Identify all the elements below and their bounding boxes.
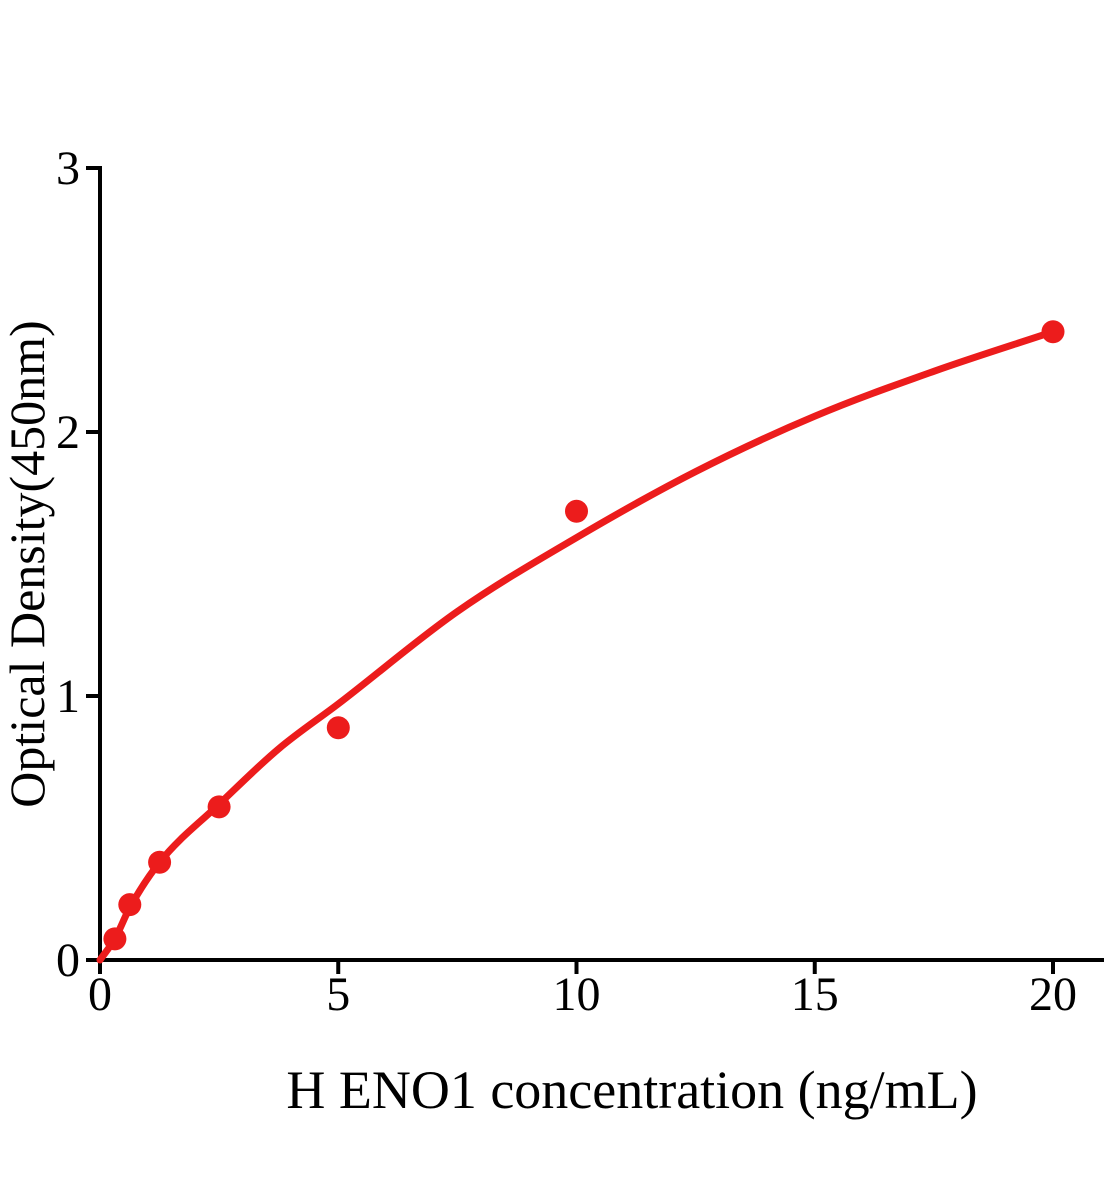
x-tick-label: 0 <box>88 968 112 1021</box>
data-point <box>326 716 350 740</box>
x-axis-ticks: 0 5 10 15 20 <box>88 960 1077 1021</box>
data-point <box>207 795 231 819</box>
fit-curve-line <box>96 328 1057 964</box>
y-tick-label: 1 <box>56 670 80 723</box>
data-point <box>148 850 172 874</box>
x-tick-label: 15 <box>791 968 839 1021</box>
x-tick-label: 20 <box>1029 968 1077 1021</box>
x-tick-label: 5 <box>326 968 350 1021</box>
y-tick-label: 3 <box>56 142 80 195</box>
y-tick-label: 2 <box>56 406 80 459</box>
data-point <box>565 499 588 523</box>
data-point <box>103 927 127 951</box>
data-point-group <box>103 320 1065 951</box>
x-tick-label: 10 <box>553 968 601 1021</box>
data-point <box>118 893 142 917</box>
y-axis-title: Optical Density(450nm) <box>0 320 55 807</box>
axes <box>98 166 1104 962</box>
y-axis-ticks: 0 1 2 3 <box>56 142 100 987</box>
y-tick-label: 0 <box>56 934 80 987</box>
data-point <box>1041 320 1065 344</box>
x-axis-title: H ENO1 concentration (ng/mL) <box>286 1060 977 1120</box>
